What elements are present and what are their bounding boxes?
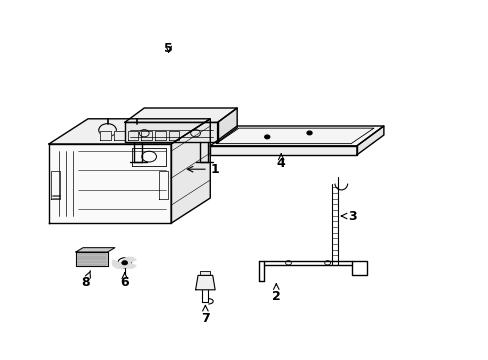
Text: 5: 5 [164, 42, 173, 55]
Polygon shape [49, 144, 171, 223]
Polygon shape [195, 275, 215, 290]
Polygon shape [155, 131, 165, 140]
Polygon shape [124, 122, 217, 142]
Text: 8: 8 [81, 271, 90, 289]
Polygon shape [124, 108, 237, 122]
Polygon shape [210, 126, 383, 146]
Circle shape [264, 135, 269, 139]
Polygon shape [114, 131, 124, 140]
Text: 2: 2 [271, 284, 280, 303]
Polygon shape [49, 119, 210, 144]
Polygon shape [127, 131, 138, 140]
Text: 7: 7 [201, 305, 209, 325]
Polygon shape [217, 108, 237, 142]
Polygon shape [76, 252, 107, 266]
Polygon shape [141, 131, 152, 140]
Polygon shape [210, 146, 356, 155]
Circle shape [306, 131, 311, 135]
Circle shape [122, 261, 127, 265]
Text: 3: 3 [341, 210, 356, 222]
Polygon shape [200, 271, 210, 275]
Polygon shape [171, 119, 210, 223]
Polygon shape [168, 131, 179, 140]
Polygon shape [356, 126, 383, 155]
Polygon shape [100, 131, 111, 140]
Text: 4: 4 [276, 154, 285, 170]
Text: 1: 1 [187, 163, 219, 176]
Text: 6: 6 [120, 273, 129, 289]
Wedge shape [122, 257, 136, 269]
Wedge shape [112, 260, 127, 269]
Polygon shape [76, 248, 115, 252]
